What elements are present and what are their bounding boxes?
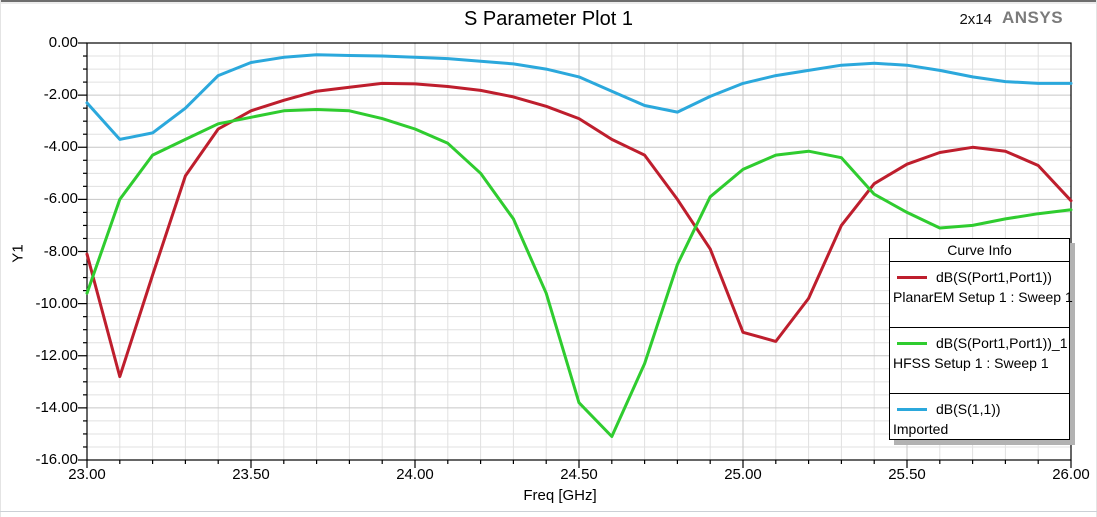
x-tick-label: 24.00	[396, 466, 434, 483]
x-tick-label: 24.50	[560, 466, 598, 483]
legend-swatch-planarem-icon	[897, 275, 927, 279]
x-tick-label: 26.00	[1052, 466, 1090, 483]
legend-label: dB(S(1,1))	[936, 401, 1001, 417]
curve-planarem-setup1[interactable]	[85, 81, 1073, 379]
curve-info-legend[interactable]: Curve Info dB(S(Port1,Port1)) PlanarEM S…	[889, 238, 1073, 440]
ansys-logo: ANSYS	[1002, 8, 1064, 27]
legend-label: dB(S(Port1,Port1))_1	[936, 335, 1068, 351]
legend-swatch-imported-icon	[897, 407, 927, 411]
x-tick-label: 23.00	[68, 466, 106, 483]
legend-sublabel: Imported	[893, 421, 949, 437]
y-tick-label: -8.00	[43, 242, 78, 260]
y-tick-label: -10.00	[35, 294, 78, 312]
legend-label: dB(S(Port1,Port1))	[936, 269, 1052, 285]
legend-sublabel: HFSS Setup 1 : Sweep 1	[893, 355, 1049, 371]
legend-header: Curve Info	[890, 239, 1069, 262]
y-tick-label: -12.00	[35, 346, 78, 364]
window-top-edge	[0, 0, 1097, 2]
y-tick-label: -2.00	[43, 86, 78, 104]
legend-swatch-hfss-icon	[897, 341, 927, 345]
y-tick-label: 0.00	[48, 34, 78, 51]
y-tick-label: -14.00	[35, 398, 78, 416]
window-bottom-edge	[0, 511, 1097, 512]
legend-entry-hfss[interactable]: dB(S(Port1,Port1))_1 HFSS Setup 1 : Swee…	[890, 335, 1069, 394]
curve-imported[interactable]	[85, 53, 1073, 141]
x-tick-label: 23.50	[232, 466, 270, 483]
x-tick-label: 25.50	[888, 466, 926, 483]
legend-sublabel: PlanarEM Setup 1 : Sweep 1	[893, 289, 1073, 305]
window-left-edge	[0, 0, 1, 517]
y-tick-label: -4.00	[43, 138, 78, 156]
plot-title: S Parameter Plot 1	[464, 8, 633, 30]
x-tick-label: 25.00	[724, 466, 762, 483]
y-tick-label: -16.00	[35, 451, 78, 468]
y-tick-label: -6.00	[43, 190, 78, 208]
legend-entry-imported[interactable]: dB(S(1,1)) Imported	[890, 401, 1069, 460]
curve-hfss-setup1[interactable]	[85, 108, 1073, 438]
plot-annotation: 2x14	[959, 11, 992, 28]
x-axis-title: Freq [GHz]	[523, 487, 597, 504]
legend-entry-planarem[interactable]: dB(S(Port1,Port1)) PlanarEM Setup 1 : Sw…	[890, 269, 1073, 328]
window-top-edge-light	[0, 2, 1097, 4]
